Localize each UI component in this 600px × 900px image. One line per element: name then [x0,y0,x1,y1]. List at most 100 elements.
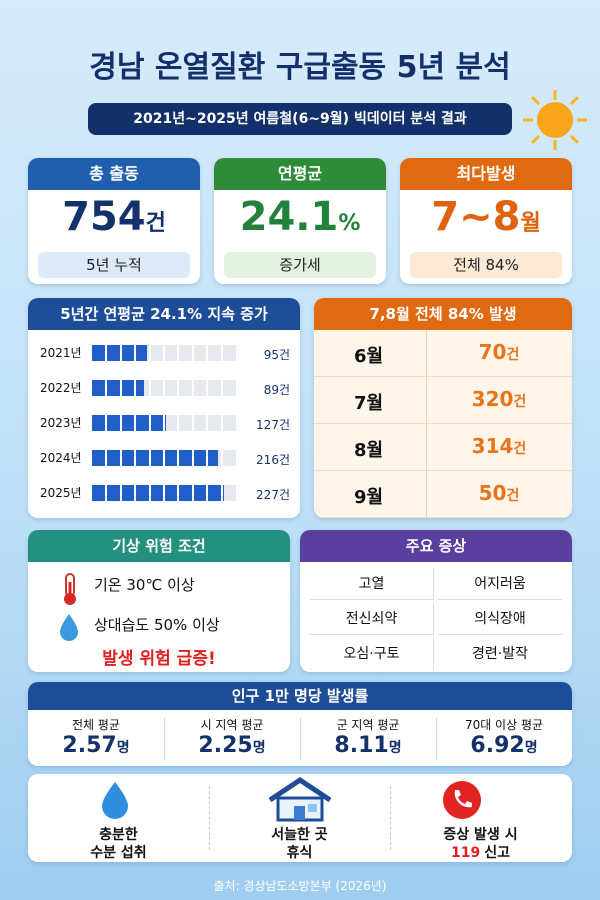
tip-emphasis: 119 [451,845,481,861]
year-label: 2022년 [40,381,82,395]
card-title: 총 출동 [28,158,200,190]
row-bg [314,424,572,471]
panel-header: 5년간 연평균 24.1% 지속 증가 [28,298,300,330]
rate-line: 2.25명 [164,733,300,758]
thermometer-icon [64,573,76,605]
rate-unit: 명 [524,740,538,756]
panel-header: 기상 위험 조건 [28,530,290,562]
footer: 출처: 경상남도소방본부 (2026년) [213,879,387,893]
panel-header: 주요 증상 [300,530,572,562]
bar [92,415,167,431]
bar-divider [148,415,151,431]
bar-divider [134,415,137,431]
year-label: 2024년 [40,451,82,465]
bar-divider [177,415,180,431]
bar-divider [163,345,165,361]
card-note: 증가세 [224,252,376,278]
month-count: 314건 [426,434,572,458]
card-title: 연평균 [214,158,386,190]
bar-divider [191,485,194,501]
bar-divider [206,380,209,396]
year-label: 2025년 [40,486,82,500]
tip-line: 119 신고 [390,842,571,862]
bar-divider [163,380,165,396]
warning: 발생 위험 급증! [102,649,216,669]
condition: 기온 30℃ 이상 [94,576,195,594]
bar-divider [177,345,180,361]
card-note: 5년 누적 [38,252,190,278]
bar-divider [148,345,151,361]
divider [436,718,437,760]
bar-divider [177,485,180,501]
year-label: 2023년 [40,416,82,430]
bar-divider [105,415,108,431]
bar [92,380,144,396]
bar-divider [134,380,137,396]
bar-divider [105,380,108,396]
monthly-panel: 7,8월 전체 84% 발생 6월 70건 7월 320건 8월 314건 9월 50건 [314,298,572,518]
bar-divider [119,485,122,501]
card-unit: 건 [145,211,166,236]
bar [92,485,225,501]
bar-divider [119,415,122,431]
bar-divider [191,345,194,361]
tip-suffix: 신고 [484,845,510,861]
summary-card: 총 출동 754건 5년 누적 [28,158,200,284]
divider [300,718,301,760]
year-count: 127건 [256,418,290,432]
rate-line: 6.92명 [436,733,572,758]
drop-icon [60,614,78,641]
symptoms-panel: 주요 증상 고열 어지러움 전신쇠약 의식장애 오심·구토 경련·발작 [300,530,572,672]
row-bg [314,330,572,377]
month-value: 320 [471,387,514,411]
rate-line: 8.11명 [300,733,436,758]
house-icon [268,776,332,822]
divider [426,330,427,377]
summary-card: 연평균 24.1% 증가세 [214,158,386,284]
bar-divider [220,345,223,361]
card-unit: % [338,211,361,236]
symptom: 어지러움 [438,568,562,600]
bar-divider [191,415,194,431]
bar-divider [220,450,223,466]
bar-divider [206,415,209,431]
bar-divider [220,485,223,501]
subtitle: 2021년~2025년 여름철(6~9월) 빅데이터 분석 결과 [88,103,512,135]
bar-divider [134,485,137,501]
month-unit: 건 [506,347,520,363]
month-count: 70건 [426,340,572,364]
bar-divider [206,485,209,501]
bar-divider [148,380,151,396]
month-count: 320건 [426,387,572,411]
symptom: 고열 [310,568,434,600]
symptom: 오심·구토 [310,638,434,670]
bar-divider [105,345,108,361]
year-count: 95건 [263,348,290,362]
bar-divider [206,345,209,361]
summary-card: 최다발생 7~8월 전체 84% [400,158,572,284]
rate-label: 시 지역 평균 [200,718,264,732]
bar-divider [177,450,180,466]
divider [426,471,427,518]
phone-icon [443,781,481,819]
bar-divider [148,450,151,466]
month-value: 70 [478,340,507,364]
rate-line: 2.57명 [28,733,164,758]
year-count: 89건 [263,383,290,397]
bar-divider [163,415,165,431]
month: 6월 [354,346,384,367]
card-title: 최다발생 [400,158,572,190]
card-value: 754 [62,194,146,240]
month-unit: 건 [506,488,520,504]
condition: 상대습도 50% 이상 [94,616,220,634]
panel-header: 7,8월 전체 84% 발생 [314,298,572,330]
rate-unit: 명 [252,740,266,756]
tip-text: 휴식 [286,845,313,861]
card-value-line: 754건 [28,194,200,240]
bar-divider [119,345,122,361]
bar-divider [206,450,209,466]
bar-divider [163,450,165,466]
month-value: 50 [478,481,507,505]
bar-divider [134,450,137,466]
